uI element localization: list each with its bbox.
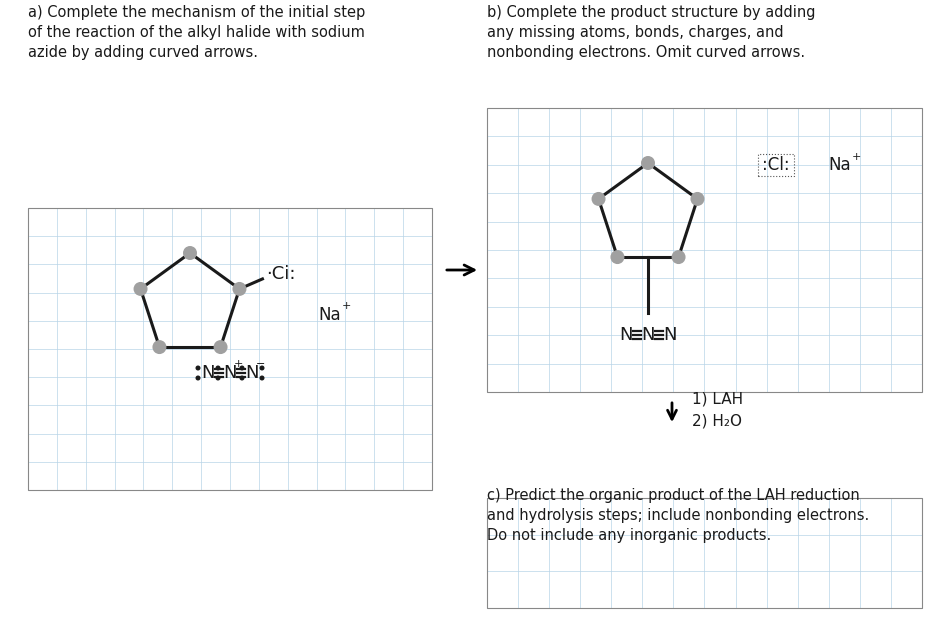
Circle shape	[240, 376, 244, 380]
Text: N: N	[619, 326, 632, 344]
Bar	[487, 498, 922, 608]
Text: Na: Na	[828, 156, 850, 174]
Text: a) Complete the mechanism of the initial step
of the reaction of the alkyl halid: a) Complete the mechanism of the initial…	[28, 5, 365, 59]
Circle shape	[196, 366, 200, 370]
Bar	[487, 108, 922, 392]
Text: +: +	[233, 359, 243, 369]
Circle shape	[671, 250, 685, 264]
Text: −: −	[256, 359, 265, 369]
Circle shape	[153, 340, 167, 354]
Circle shape	[216, 376, 220, 380]
Text: N: N	[223, 364, 237, 382]
Text: b) Complete the product structure by adding
any missing atoms, bonds, charges, a: b) Complete the product structure by add…	[487, 5, 815, 59]
Text: c) Predict the organic product of the LAH reduction
and hydrolysis steps; includ: c) Predict the organic product of the LA…	[487, 488, 869, 543]
Circle shape	[611, 250, 625, 264]
Circle shape	[216, 366, 220, 370]
Circle shape	[641, 156, 655, 170]
Circle shape	[592, 192, 606, 206]
Circle shape	[134, 282, 148, 296]
Circle shape	[232, 282, 246, 296]
Text: N: N	[201, 364, 215, 382]
Circle shape	[690, 192, 704, 206]
Text: Na: Na	[318, 306, 340, 324]
Circle shape	[240, 366, 244, 370]
Text: 1) LAH
2) H₂O: 1) LAH 2) H₂O	[692, 391, 743, 429]
Bar	[28, 208, 432, 490]
Text: N: N	[641, 326, 655, 344]
Text: N: N	[664, 326, 677, 344]
Text: N: N	[246, 364, 259, 382]
Circle shape	[183, 246, 197, 260]
Text: +: +	[342, 301, 352, 311]
Circle shape	[196, 376, 200, 380]
Text: ·Ci:: ·Ci:	[266, 265, 296, 283]
Text: :Cl:: :Cl:	[762, 156, 790, 174]
Text: +: +	[852, 152, 862, 162]
Circle shape	[260, 366, 264, 370]
Circle shape	[260, 376, 264, 380]
Circle shape	[213, 340, 228, 354]
